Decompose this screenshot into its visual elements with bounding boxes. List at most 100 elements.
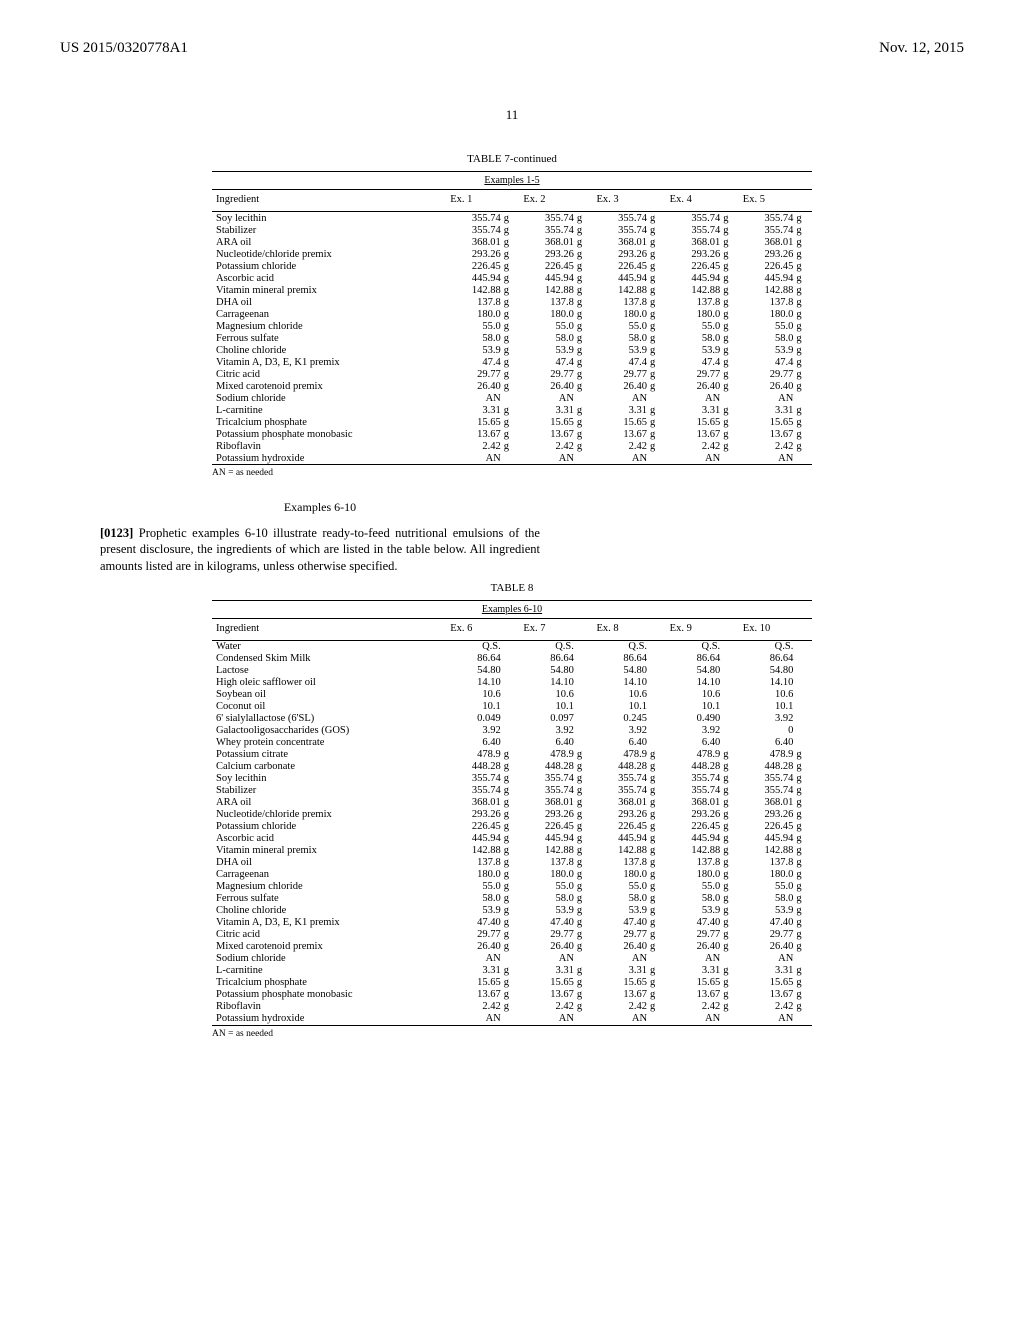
unit-cell: g	[722, 404, 739, 416]
value-cell: 368.01	[739, 797, 796, 809]
value-cell: 47.40	[666, 917, 723, 929]
unit-cell: g	[503, 344, 520, 356]
value-cell: 137.8	[666, 857, 723, 869]
unit-cell: g	[649, 368, 666, 380]
unit-cell: g	[503, 941, 520, 953]
table-row: Sodium chlorideANANANANAN	[212, 392, 812, 404]
value-cell: 445.94	[446, 272, 503, 284]
unit-cell: g	[503, 833, 520, 845]
value-cell: 53.9	[739, 344, 796, 356]
unit-cell: g	[795, 809, 812, 821]
value-cell: 55.0	[593, 320, 650, 332]
table-row: Carrageenan180.0g180.0g180.0g180.0g180.0…	[212, 869, 812, 881]
value-cell: 15.65	[666, 416, 723, 428]
unit-cell: g	[503, 224, 520, 236]
unit-cell: g	[649, 785, 666, 797]
value-cell: 47.40	[739, 917, 796, 929]
unit-cell	[649, 452, 666, 464]
unit-cell: g	[503, 821, 520, 833]
value-cell: 14.10	[593, 677, 650, 689]
value-cell: 10.6	[666, 689, 723, 701]
unit-cell: g	[649, 845, 666, 857]
value-cell: 3.31	[519, 404, 576, 416]
ingredient-cell: Coconut oil	[212, 701, 446, 713]
value-cell: 142.88	[739, 284, 796, 296]
value-cell: 478.9	[519, 749, 576, 761]
value-cell: AN	[446, 1013, 503, 1025]
value-cell: 355.74	[519, 212, 576, 225]
unit-cell: g	[576, 977, 593, 989]
unit-cell: g	[795, 821, 812, 833]
unit-cell: g	[722, 941, 739, 953]
col-header: Ex. 8	[593, 618, 666, 640]
value-cell: 86.64	[519, 653, 576, 665]
value-cell: 13.67	[519, 989, 576, 1001]
unit-cell: g	[722, 761, 739, 773]
table-row: Tricalcium phosphate15.65g15.65g15.65g15…	[212, 977, 812, 989]
col-header: Ex. 1	[446, 190, 519, 212]
value-cell: 445.94	[519, 833, 576, 845]
unit-cell: g	[503, 428, 520, 440]
value-cell: 53.9	[519, 344, 576, 356]
value-cell: 15.65	[519, 416, 576, 428]
unit-cell: g	[503, 905, 520, 917]
ingredient-cell: Carrageenan	[212, 869, 446, 881]
unit-cell: g	[649, 272, 666, 284]
table-7-header-row: Ingredient Ex. 1 Ex. 2 Ex. 3 Ex. 4 Ex. 5	[212, 190, 812, 212]
value-cell: 54.80	[666, 665, 723, 677]
table-7: Examples 1-5 Ingredient Ex. 1 Ex. 2 Ex. …	[212, 171, 812, 465]
unit-cell: g	[503, 749, 520, 761]
value-cell: 180.0	[593, 308, 650, 320]
table-row: Vitamin mineral premix142.88g142.88g142.…	[212, 284, 812, 296]
table-row: Galactooligosaccharides (GOS)3.923.923.9…	[212, 725, 812, 737]
value-cell: 355.74	[666, 212, 723, 225]
value-cell: 478.9	[739, 749, 796, 761]
unit-cell: g	[503, 797, 520, 809]
value-cell: 180.0	[519, 869, 576, 881]
table-row: Ascorbic acid445.94g445.94g445.94g445.94…	[212, 833, 812, 845]
value-cell: 55.0	[739, 881, 796, 893]
ingredient-cell: Whey protein concentrate	[212, 737, 446, 749]
unit-cell: g	[503, 356, 520, 368]
value-cell: 142.88	[593, 284, 650, 296]
value-cell: 355.74	[519, 773, 576, 785]
value-cell: 445.94	[739, 272, 796, 284]
unit-cell: g	[722, 989, 739, 1001]
value-cell: 137.8	[666, 296, 723, 308]
unit-cell: g	[722, 893, 739, 905]
unit-cell: g	[503, 260, 520, 272]
value-cell: 3.31	[739, 965, 796, 977]
value-cell: AN	[519, 1013, 576, 1025]
unit-cell: g	[795, 296, 812, 308]
table-row: Potassium hydroxideANANANANAN	[212, 452, 812, 464]
table-row: Nucleotide/chloride premix293.26g293.26g…	[212, 809, 812, 821]
unit-cell	[795, 953, 812, 965]
unit-cell	[722, 452, 739, 464]
value-cell: 86.64	[666, 653, 723, 665]
unit-cell: g	[576, 368, 593, 380]
unit-cell: g	[795, 332, 812, 344]
unit-cell: g	[649, 236, 666, 248]
unit-cell: g	[722, 284, 739, 296]
value-cell: 10.1	[519, 701, 576, 713]
value-cell: 54.80	[739, 665, 796, 677]
value-cell: 355.74	[739, 785, 796, 797]
value-cell: 137.8	[519, 857, 576, 869]
unit-cell	[649, 665, 666, 677]
ingredient-cell: Carrageenan	[212, 308, 446, 320]
value-cell: 226.45	[739, 821, 796, 833]
unit-cell: g	[503, 440, 520, 452]
value-cell: 26.40	[739, 380, 796, 392]
table-7-caption: TABLE 7-continued	[212, 153, 812, 165]
unit-cell: g	[649, 797, 666, 809]
table-row: Potassium chloride226.45g226.45g226.45g2…	[212, 260, 812, 272]
unit-cell: g	[722, 428, 739, 440]
value-cell: 137.8	[446, 296, 503, 308]
value-cell: 10.1	[666, 701, 723, 713]
value-cell: 137.8	[593, 296, 650, 308]
table-row: Soybean oil10.610.610.610.610.6	[212, 689, 812, 701]
value-cell: 355.74	[446, 212, 503, 225]
value-cell: 86.64	[739, 653, 796, 665]
unit-cell: g	[576, 416, 593, 428]
unit-cell	[649, 701, 666, 713]
